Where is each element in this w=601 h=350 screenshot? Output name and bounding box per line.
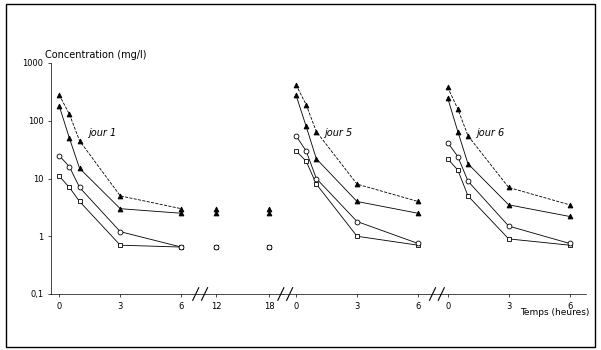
Text: jour 1: jour 1 [88, 128, 116, 138]
Text: Concentration (mg/l): Concentration (mg/l) [45, 49, 147, 60]
Text: Temps (heures): Temps (heures) [520, 308, 589, 317]
Text: jour 5: jour 5 [325, 128, 353, 138]
Text: jour 6: jour 6 [476, 128, 504, 138]
Legend: Tazobactam (0,25g), Pipéracilline (2g), Tazobactam (0,5g), Pipéracilline (4g): Tazobactam (0,25g), Pipéracilline (2g), … [471, 64, 575, 117]
